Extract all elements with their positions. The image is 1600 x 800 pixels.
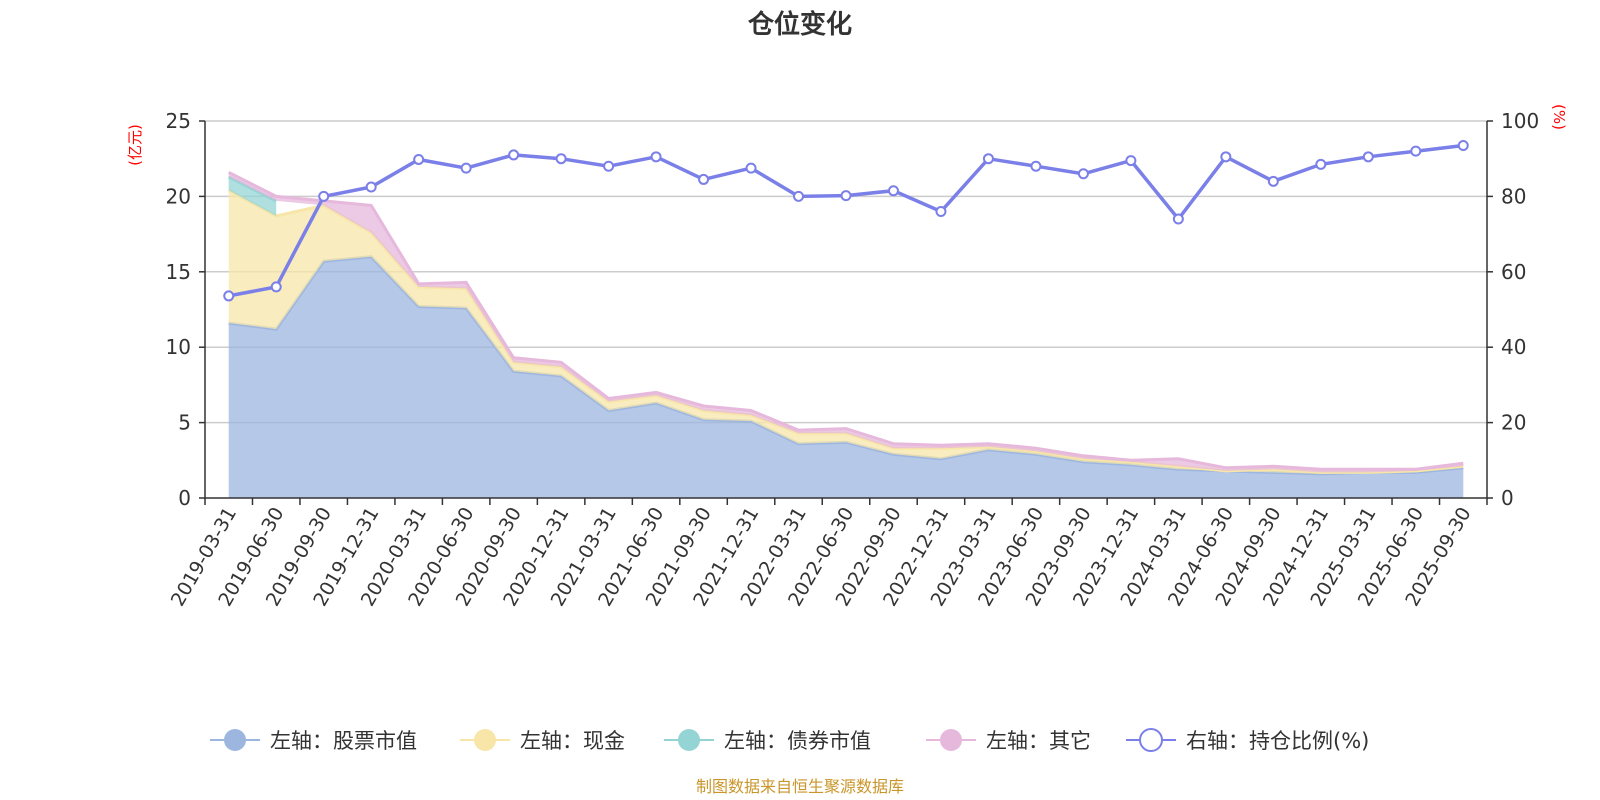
position-ratio-point — [935, 205, 947, 217]
legend-marker-左轴：股票市值 — [224, 729, 246, 751]
right-axis-tick-label: 100 — [1501, 109, 1539, 133]
position-ratio-point — [223, 290, 235, 302]
legend-marker-左轴：其它 — [940, 729, 962, 751]
right-axis-unit: (%) — [1550, 104, 1568, 130]
position-ratio-point — [1125, 155, 1137, 167]
left-axis-tick-label: 20 — [166, 184, 191, 208]
position-ratio-point — [793, 190, 805, 202]
position-ratio-point — [982, 153, 994, 165]
legend-marker-左轴：债券市值 — [678, 729, 700, 751]
left-axis-tick-label: 0 — [178, 486, 191, 510]
legend: 左轴：股票市值 左轴：现金 左轴：债券市值 左轴：其它 右轴：持仓比例(%) — [210, 728, 1369, 753]
stacked-areas — [227, 170, 1464, 498]
legend-label: 左轴：现金 — [520, 729, 625, 753]
legend-label: 左轴：其它 — [986, 729, 1091, 753]
area-左轴：股票市值 — [228, 256, 1464, 498]
left-axis-tick-label: 5 — [178, 411, 191, 435]
area-edge-左轴：其它 — [228, 170, 1464, 471]
position-ratio-point — [650, 151, 662, 163]
position-ratio-point — [1410, 145, 1422, 157]
left-axis-tick-label: 15 — [166, 260, 191, 284]
right-axis-tick-label: 40 — [1501, 335, 1526, 359]
position-ratio-point — [1457, 140, 1469, 152]
area-左轴：债券市值 — [228, 176, 277, 216]
position-ratio-point — [603, 160, 615, 172]
right-axis-tick-label: 60 — [1501, 260, 1526, 284]
position-ratio-point — [1315, 158, 1327, 170]
right-axis-tick-label: 80 — [1501, 184, 1526, 208]
legend-label: 左轴：债券市值 — [724, 729, 871, 753]
position-ratio-point — [1362, 151, 1374, 163]
left-axis-tick-label: 25 — [166, 109, 191, 133]
position-ratio-point — [698, 173, 710, 185]
position-ratio-point — [460, 162, 472, 174]
right-axis-tick-label: 0 — [1501, 486, 1514, 510]
position-ratio-series — [223, 140, 1469, 302]
position-ratio-point — [555, 153, 567, 165]
position-ratio-point — [840, 190, 852, 202]
position-ratio-point — [1220, 151, 1232, 163]
right-axis-tick-label: 20 — [1501, 411, 1526, 435]
data-source-note: 制图数据来自恒生聚源数据库 — [696, 777, 904, 796]
position-ratio-point — [887, 185, 899, 197]
legend-marker-左轴：现金 — [474, 729, 496, 751]
position-ratio-point — [270, 281, 282, 293]
position-ratio-point — [1172, 213, 1184, 225]
position-ratio-point — [413, 153, 425, 165]
legend-label: 右轴：持仓比例(%) — [1186, 729, 1369, 753]
position-ratio-point — [745, 162, 757, 174]
left-axis-tick-label: 10 — [166, 335, 191, 359]
position-ratio-point — [318, 190, 330, 202]
position-ratio-point — [508, 149, 520, 161]
chart-title: 仓位变化 — [747, 9, 852, 40]
position-ratio-point — [365, 181, 377, 193]
legend-marker-右轴：持仓比例(%) — [1139, 728, 1163, 752]
legend-label: 左轴：股票市值 — [270, 729, 417, 753]
left-axis-unit: (亿元) — [126, 124, 144, 166]
position-ratio-point — [1030, 160, 1042, 172]
position-ratio-point — [1077, 168, 1089, 180]
position-ratio-point — [1267, 175, 1279, 187]
